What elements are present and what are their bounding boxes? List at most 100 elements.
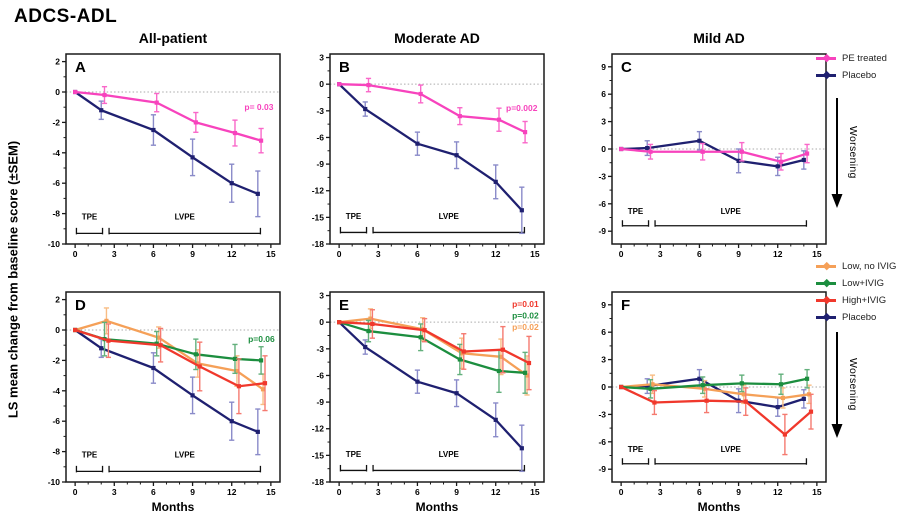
y-tick-label: 2	[55, 295, 60, 305]
data-point	[255, 191, 260, 196]
series-line	[74, 328, 266, 388]
data-point	[104, 318, 109, 323]
data-point	[522, 130, 528, 135]
data-point	[190, 393, 195, 398]
y-tick-label: 3	[601, 117, 606, 127]
data-point	[337, 320, 342, 325]
data-point	[193, 120, 198, 125]
data-point	[418, 91, 423, 97]
series-line	[621, 147, 808, 163]
x-tick-label: 12	[491, 487, 501, 497]
legend-item-placebo-bottom: Placebo	[816, 311, 896, 324]
data-point	[422, 328, 427, 333]
p-value-annotation: p=0.02	[512, 311, 539, 321]
y-tick-label: 0	[319, 79, 324, 89]
y-tick-label: -3	[316, 344, 324, 354]
bracket-lvpe: LVPE	[372, 212, 526, 234]
bracket-tpe: TPE	[621, 445, 650, 465]
data-point	[363, 344, 368, 350]
bracket-tpe: TPE	[339, 212, 368, 234]
x-tick-label: 15	[266, 249, 276, 259]
series-placebo	[337, 320, 525, 473]
x-tick-label: 12	[773, 487, 783, 497]
bracket-label: LVPE	[175, 213, 196, 222]
x-tick-label: 0	[73, 249, 78, 259]
data-point	[415, 141, 420, 146]
series-line	[338, 321, 523, 450]
data-point	[370, 321, 375, 327]
series-placebo	[73, 327, 261, 456]
y-tick-label: -6	[598, 199, 606, 209]
bracket-label: LVPE	[439, 450, 460, 459]
data-point	[697, 138, 702, 143]
data-point	[739, 381, 744, 386]
bracket-lvpe: LVPE	[108, 213, 262, 235]
series-line	[75, 90, 262, 142]
data-point	[363, 106, 368, 112]
series-placebo	[619, 130, 807, 177]
data-point	[156, 335, 161, 340]
plot-border	[329, 291, 545, 483]
data-point	[415, 379, 420, 384]
series-line	[620, 385, 812, 436]
legend-label: High+IVIG	[842, 295, 887, 306]
column-header-all-patient: All-patient	[138, 30, 208, 46]
data-point	[454, 153, 459, 158]
column-header-moderate-ad: Moderate AD	[394, 30, 480, 46]
panel-E: 0 3 6 9 12 15 3 0 -3 -6 -9 -12 -15 -18 TPE LVPE p=0.01 p=…	[300, 286, 552, 504]
series-pe-treated	[73, 85, 264, 154]
series-pe-treated	[337, 77, 528, 144]
bracket-lvpe: LVPE	[108, 451, 262, 473]
panel-B: 0 3 6 9 12 15 3 0 -3 -6 -9 -12 -15 -18 TPE LVPE p=0.002 B	[300, 48, 552, 266]
x-tick-label: 9	[736, 487, 741, 497]
series-placebo	[73, 89, 261, 218]
legend-label: Placebo	[842, 312, 877, 323]
bracket-label: LVPE	[439, 212, 460, 221]
data-point	[193, 352, 198, 357]
data-point	[229, 419, 234, 424]
y-tick-label: -4	[52, 386, 60, 396]
data-point	[255, 429, 260, 434]
data-point	[648, 386, 653, 391]
x-tick-label: 3	[376, 249, 381, 259]
y-tick-label: -18	[312, 239, 325, 249]
data-point	[102, 92, 107, 98]
bracket-label: LVPE	[175, 451, 196, 460]
data-point	[775, 404, 780, 410]
x-axis-label-moderate-ad: Months	[415, 500, 459, 514]
x-tick-label: 3	[112, 487, 117, 497]
data-point	[648, 149, 653, 154]
panel-F: 0 3 6 9 12 15 9 6 3 0 -3 -6 -9 TPE LVPE F	[582, 286, 834, 504]
y-tick-label: -2	[52, 117, 60, 127]
x-tick-label: 6	[697, 487, 702, 497]
placebo-line-marker-icon	[816, 316, 836, 319]
series-high-ivig	[73, 323, 268, 415]
data-point	[73, 89, 78, 95]
series-high-ivig	[337, 309, 532, 391]
data-point	[457, 114, 462, 119]
column-header-mild-ad: Mild AD	[693, 30, 745, 46]
worsening-annotation-bottom: Worsening	[830, 330, 859, 438]
placebo-line-marker-icon	[816, 74, 836, 77]
y-tick-label: -10	[48, 239, 61, 249]
y-tick-label: 6	[601, 327, 606, 337]
x-tick-label: 12	[773, 249, 783, 259]
x-tick-label: 3	[658, 487, 663, 497]
y-tick-label: 0	[601, 382, 606, 392]
figure-title: ADCS-ADL	[14, 6, 118, 27]
y-tick-label: -18	[312, 477, 325, 487]
y-tick-label: -10	[48, 477, 61, 487]
data-point	[258, 358, 264, 363]
panel-A: 0 3 6 9 12 15 2 0 -2 -4 -6 -8 -10 TPE LVPE p= 0.03 A	[36, 48, 288, 266]
data-point	[232, 130, 238, 136]
panel-letter: E	[339, 297, 349, 314]
y-axis-label: LS mean change from baseline score (±SEM…	[5, 140, 21, 419]
x-tick-label: 3	[376, 487, 381, 497]
x-tick-label: 9	[454, 249, 459, 259]
x-tick-label: 12	[227, 487, 237, 497]
y-tick-label: -15	[312, 212, 325, 222]
x-tick-label: 6	[151, 487, 156, 497]
panel-D: 0 3 6 9 12 15 2 0 -2 -4 -6 -8 -10 TPE LVPE p=0.06 D	[36, 286, 288, 504]
data-point	[154, 100, 159, 105]
legend-label: Placebo	[842, 70, 877, 81]
